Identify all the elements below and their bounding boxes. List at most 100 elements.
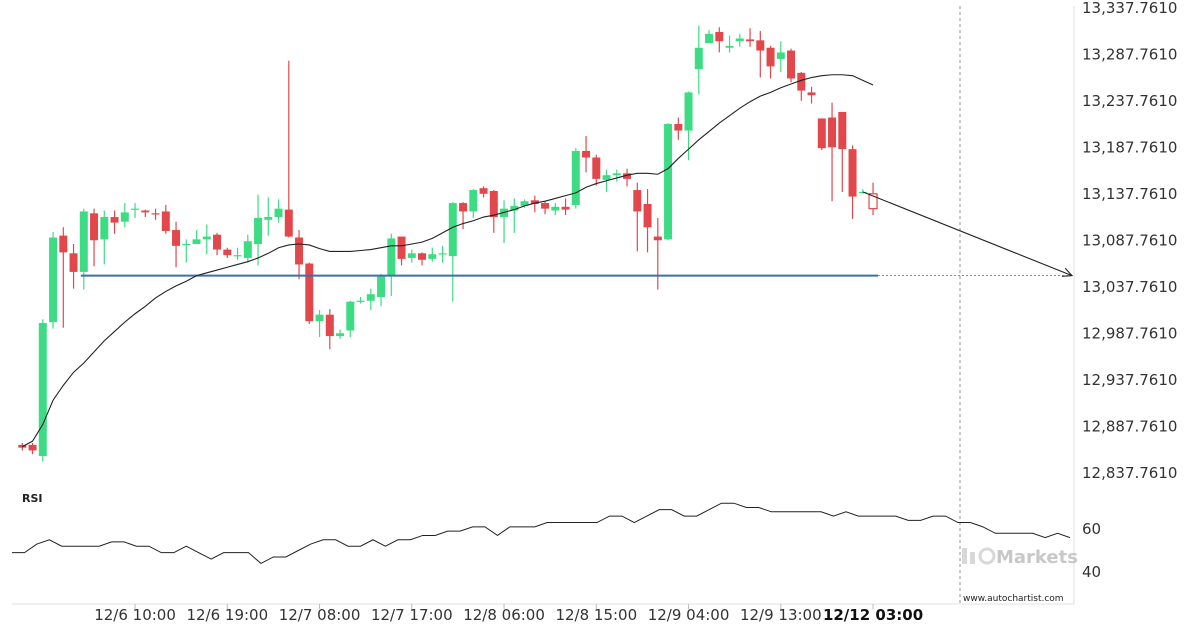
logo-bar-icon xyxy=(962,548,967,564)
candle-body xyxy=(858,191,867,194)
candle-body xyxy=(69,253,78,272)
candle-body xyxy=(868,193,878,210)
candle-body xyxy=(612,173,621,176)
overlays-group xyxy=(12,6,1075,605)
candle-body xyxy=(715,31,724,42)
x-tick-label: 12/7 17:00 xyxy=(371,606,453,624)
source-url: www.autochartist.com xyxy=(963,594,1064,604)
x-tick-label: 12/9 04:00 xyxy=(648,606,730,624)
candle-body xyxy=(38,323,47,457)
y-tick-label: 13,137.7610 xyxy=(1082,185,1177,203)
candles-group xyxy=(18,25,878,462)
candle-body xyxy=(336,333,345,337)
candle-body xyxy=(766,47,775,67)
candle-body xyxy=(469,190,478,212)
candle-body xyxy=(438,253,447,255)
logo-bar-icon xyxy=(970,552,975,564)
candle-body xyxy=(418,253,427,260)
candle-body xyxy=(120,212,129,222)
candle-body xyxy=(725,45,734,48)
candle-body xyxy=(807,92,816,96)
candle-body xyxy=(828,117,837,148)
candle-body xyxy=(397,236,406,259)
candle-body xyxy=(131,208,140,210)
candle-body xyxy=(49,237,58,323)
forecast-arrow-line xyxy=(862,191,1073,277)
candle-body xyxy=(141,210,150,213)
rsi-tick-label: 60 xyxy=(1082,520,1101,538)
candle-body xyxy=(151,213,160,215)
candle-body xyxy=(59,235,68,253)
candle-body xyxy=(787,50,796,79)
x-tick-label: 12/8 06:00 xyxy=(463,606,545,624)
candle-body xyxy=(756,40,765,51)
candle-body xyxy=(192,239,201,244)
candle-body xyxy=(295,237,304,265)
candle-body xyxy=(264,217,273,220)
rsi-line xyxy=(12,502,1071,564)
y-tick-label: 13,037.7610 xyxy=(1082,278,1177,296)
candle-body xyxy=(684,92,693,131)
candle-body xyxy=(746,39,755,42)
candle-body xyxy=(694,47,703,70)
candle-body xyxy=(28,444,37,451)
x-tick-label: 12/12 03:00 xyxy=(823,606,923,624)
y-tick-label: 13,087.7610 xyxy=(1082,232,1177,250)
candle-body xyxy=(274,208,283,218)
x-axis: 12/6 10:00 12/6 19:00 12/7 08:00 12/7 17:00… xyxy=(94,604,923,624)
y-tick-label: 12,937.7610 xyxy=(1082,371,1177,389)
candle-body xyxy=(674,124,683,131)
watermark-logo: Markets xyxy=(962,547,1078,568)
candle-body xyxy=(182,243,191,246)
watermark-text: Markets xyxy=(996,547,1078,568)
candle-body xyxy=(223,249,232,256)
forecast-arrow-head-icon xyxy=(1061,267,1074,277)
candle-body xyxy=(817,118,826,149)
candle-body xyxy=(90,213,99,241)
candle-body xyxy=(582,150,591,158)
y-axis: 13,337.7610 13,287.7610 13,237.7610 13,187.… xyxy=(1082,0,1177,482)
candle-body xyxy=(838,111,847,150)
rsi-label: RSI xyxy=(22,492,43,505)
candle-body xyxy=(448,203,457,257)
candle-body xyxy=(202,236,211,240)
candle-body xyxy=(387,238,396,276)
candle-body xyxy=(797,72,806,91)
candle-body xyxy=(633,190,642,212)
x-tick-label: 12/7 08:00 xyxy=(279,606,361,624)
rsi-axis: 60 40 xyxy=(1082,520,1101,581)
candle-body xyxy=(776,52,785,59)
candle-body xyxy=(623,173,632,179)
candle-body xyxy=(459,203,468,212)
y-tick-label: 13,337.7610 xyxy=(1082,0,1177,17)
candle-body xyxy=(213,234,222,250)
y-tick-label: 12,987.7610 xyxy=(1082,325,1177,343)
candle-body xyxy=(366,294,375,301)
candle-body xyxy=(551,206,560,211)
x-tick-label: 12/8 15:00 xyxy=(555,606,637,624)
candle-body xyxy=(243,241,252,258)
candle-body xyxy=(643,204,652,228)
y-tick-label: 12,887.7610 xyxy=(1082,418,1177,436)
candle-body xyxy=(110,217,119,223)
candle-body xyxy=(735,38,744,42)
candle-body xyxy=(305,263,314,322)
candle-body xyxy=(592,157,601,179)
y-tick-label: 12,837.7610 xyxy=(1082,464,1177,482)
y-tick-label: 13,287.7610 xyxy=(1082,46,1177,64)
candle-body xyxy=(79,211,88,272)
x-tick-label: 12/6 19:00 xyxy=(186,606,268,624)
candle-body xyxy=(325,314,334,337)
candle-body xyxy=(520,201,529,206)
y-tick-label: 13,187.7610 xyxy=(1082,139,1177,157)
logo-circle-icon xyxy=(978,547,996,565)
rsi-tick-label: 40 xyxy=(1082,563,1101,581)
y-tick-label: 13,237.7610 xyxy=(1082,92,1177,110)
candle-body xyxy=(172,230,181,246)
candle-body xyxy=(664,124,673,240)
candle-body xyxy=(233,255,242,257)
rsi-panel: RSI xyxy=(12,492,1071,564)
moving-average-line xyxy=(22,74,874,448)
candle-body xyxy=(356,300,365,302)
